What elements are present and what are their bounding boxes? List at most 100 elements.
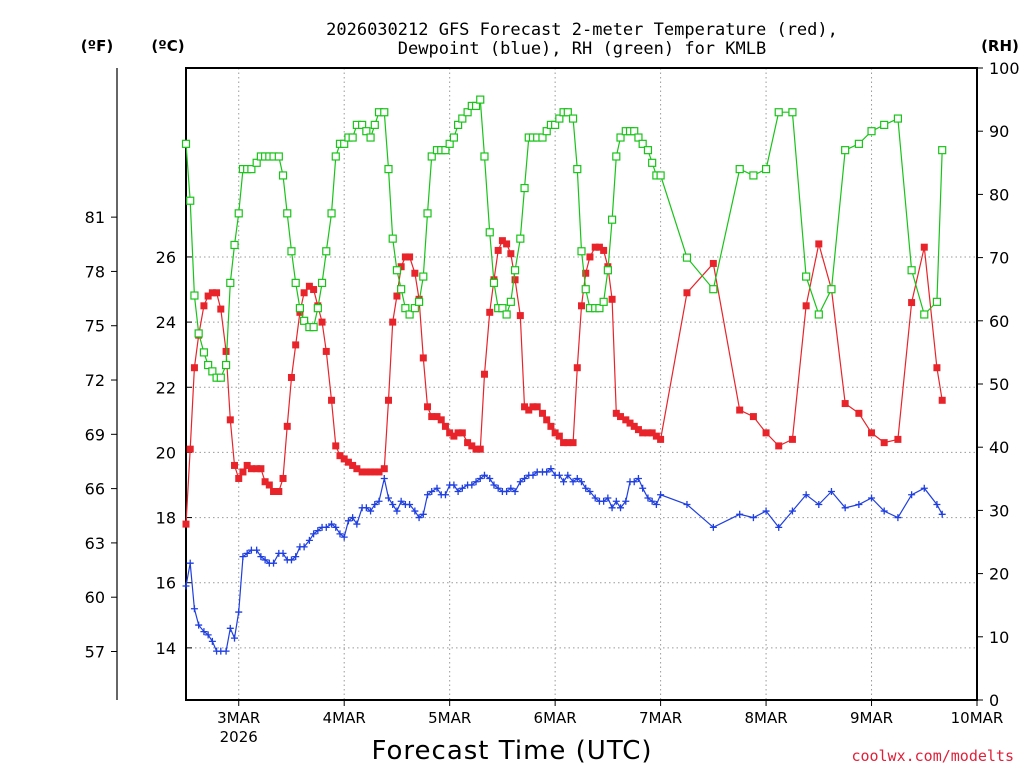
x-axis-title: Forecast Time (UTC)	[371, 736, 652, 766]
temperature-point	[644, 429, 652, 437]
rh-point	[938, 146, 947, 155]
dewpoint-point	[612, 497, 620, 505]
temperature-point	[538, 409, 546, 417]
temperature-point	[709, 259, 717, 267]
chart-title: 2026030212 GFS Forecast 2-meter Temperat…	[326, 20, 838, 40]
temperature-point	[283, 422, 291, 430]
temperature-point	[547, 422, 555, 430]
rh-point	[419, 272, 428, 281]
temperature-point	[657, 435, 665, 443]
rh-point	[485, 228, 494, 237]
rh-point	[802, 272, 811, 281]
dewpoint-point	[257, 553, 265, 561]
rh-point	[291, 278, 300, 287]
temperature-point	[275, 488, 283, 496]
temperature-point	[595, 243, 603, 251]
rh-point	[709, 285, 718, 294]
temperature-point	[287, 373, 295, 381]
temperature-point	[419, 354, 427, 362]
rh-point	[907, 266, 916, 275]
dewpoint-point	[468, 481, 476, 489]
dewpoint-point	[841, 504, 849, 512]
series-layer	[181, 95, 947, 655]
dewpoint-point	[604, 494, 612, 502]
dewpoint-point	[261, 556, 269, 564]
temperature-point	[450, 432, 458, 440]
rh-point	[880, 120, 889, 129]
dewpoint-point	[367, 507, 375, 515]
dewpoint-point	[762, 507, 770, 515]
dewpoint-point	[521, 474, 529, 482]
temperature-point	[551, 429, 559, 437]
temperature-point	[340, 455, 348, 463]
dewpoint-point	[190, 605, 198, 613]
rh-point	[502, 310, 511, 319]
dewpoint-point	[380, 474, 388, 482]
dewpoint-point	[476, 474, 484, 482]
temperature-point	[516, 312, 524, 320]
dewpoint-point	[802, 491, 810, 499]
rh-line	[185, 97, 943, 379]
temperature-point	[569, 439, 577, 447]
temperature-point	[371, 468, 379, 476]
dewpoint-point	[419, 510, 427, 518]
dewpoint-point	[472, 478, 480, 486]
dewpoint-point	[454, 488, 462, 496]
dewpoint-point	[336, 530, 344, 538]
temperature-point	[498, 237, 506, 245]
dewpoint-point	[683, 501, 691, 509]
rh-point	[607, 215, 617, 224]
temperature-point	[525, 406, 533, 414]
rh-point	[638, 139, 647, 148]
temperature-point	[480, 370, 488, 378]
rh-point	[226, 278, 235, 287]
rh-point	[216, 373, 225, 382]
temperature-point	[472, 445, 480, 453]
temperature-point	[529, 403, 537, 411]
dewpoint-point	[195, 621, 203, 629]
rh-point	[603, 266, 612, 275]
rh-point	[573, 165, 582, 174]
dewpoint-point	[486, 474, 494, 482]
dewpoint-point	[516, 478, 524, 486]
rh-point	[252, 158, 261, 167]
temperature-point	[208, 289, 216, 297]
temperature-point	[573, 364, 581, 372]
temperature-point	[235, 474, 243, 482]
rh-point	[814, 310, 823, 319]
dewpoint-point	[253, 546, 261, 554]
temperature-point	[362, 468, 370, 476]
dewpoint-point	[490, 481, 498, 489]
dewpoint-point	[428, 488, 436, 496]
rh-point	[506, 297, 515, 306]
temperature-point	[292, 341, 300, 349]
rh-point	[384, 165, 393, 174]
dewpoint-point	[349, 514, 357, 522]
dewpoint-point	[648, 497, 656, 505]
temperature-point	[586, 253, 594, 261]
rh-point	[388, 234, 397, 243]
rh-point	[867, 127, 876, 136]
rh-tick-label: 20	[989, 565, 1009, 584]
dewpoint-point	[529, 471, 537, 479]
rh-point	[788, 108, 797, 117]
rh-point	[230, 240, 239, 250]
temperature-point	[749, 413, 757, 421]
rh-unit-label: (RH)	[981, 37, 1019, 55]
rh-point	[568, 114, 578, 123]
dewpoint-point	[543, 468, 551, 476]
temperature-point	[406, 253, 414, 261]
temperature-point	[186, 445, 194, 453]
fahrenheit-tick-label: 69	[85, 425, 105, 444]
x-tick-label: 6MAR	[534, 709, 577, 727]
rh-point	[208, 367, 217, 376]
temperature-point	[253, 465, 261, 473]
dewpoint-point	[880, 507, 888, 515]
rh-point	[317, 278, 327, 287]
rh-point	[774, 108, 783, 117]
dewpoint-point	[375, 497, 383, 505]
dewpoint-point	[652, 501, 660, 509]
temperature-point	[454, 429, 462, 437]
rh-point	[362, 127, 371, 136]
